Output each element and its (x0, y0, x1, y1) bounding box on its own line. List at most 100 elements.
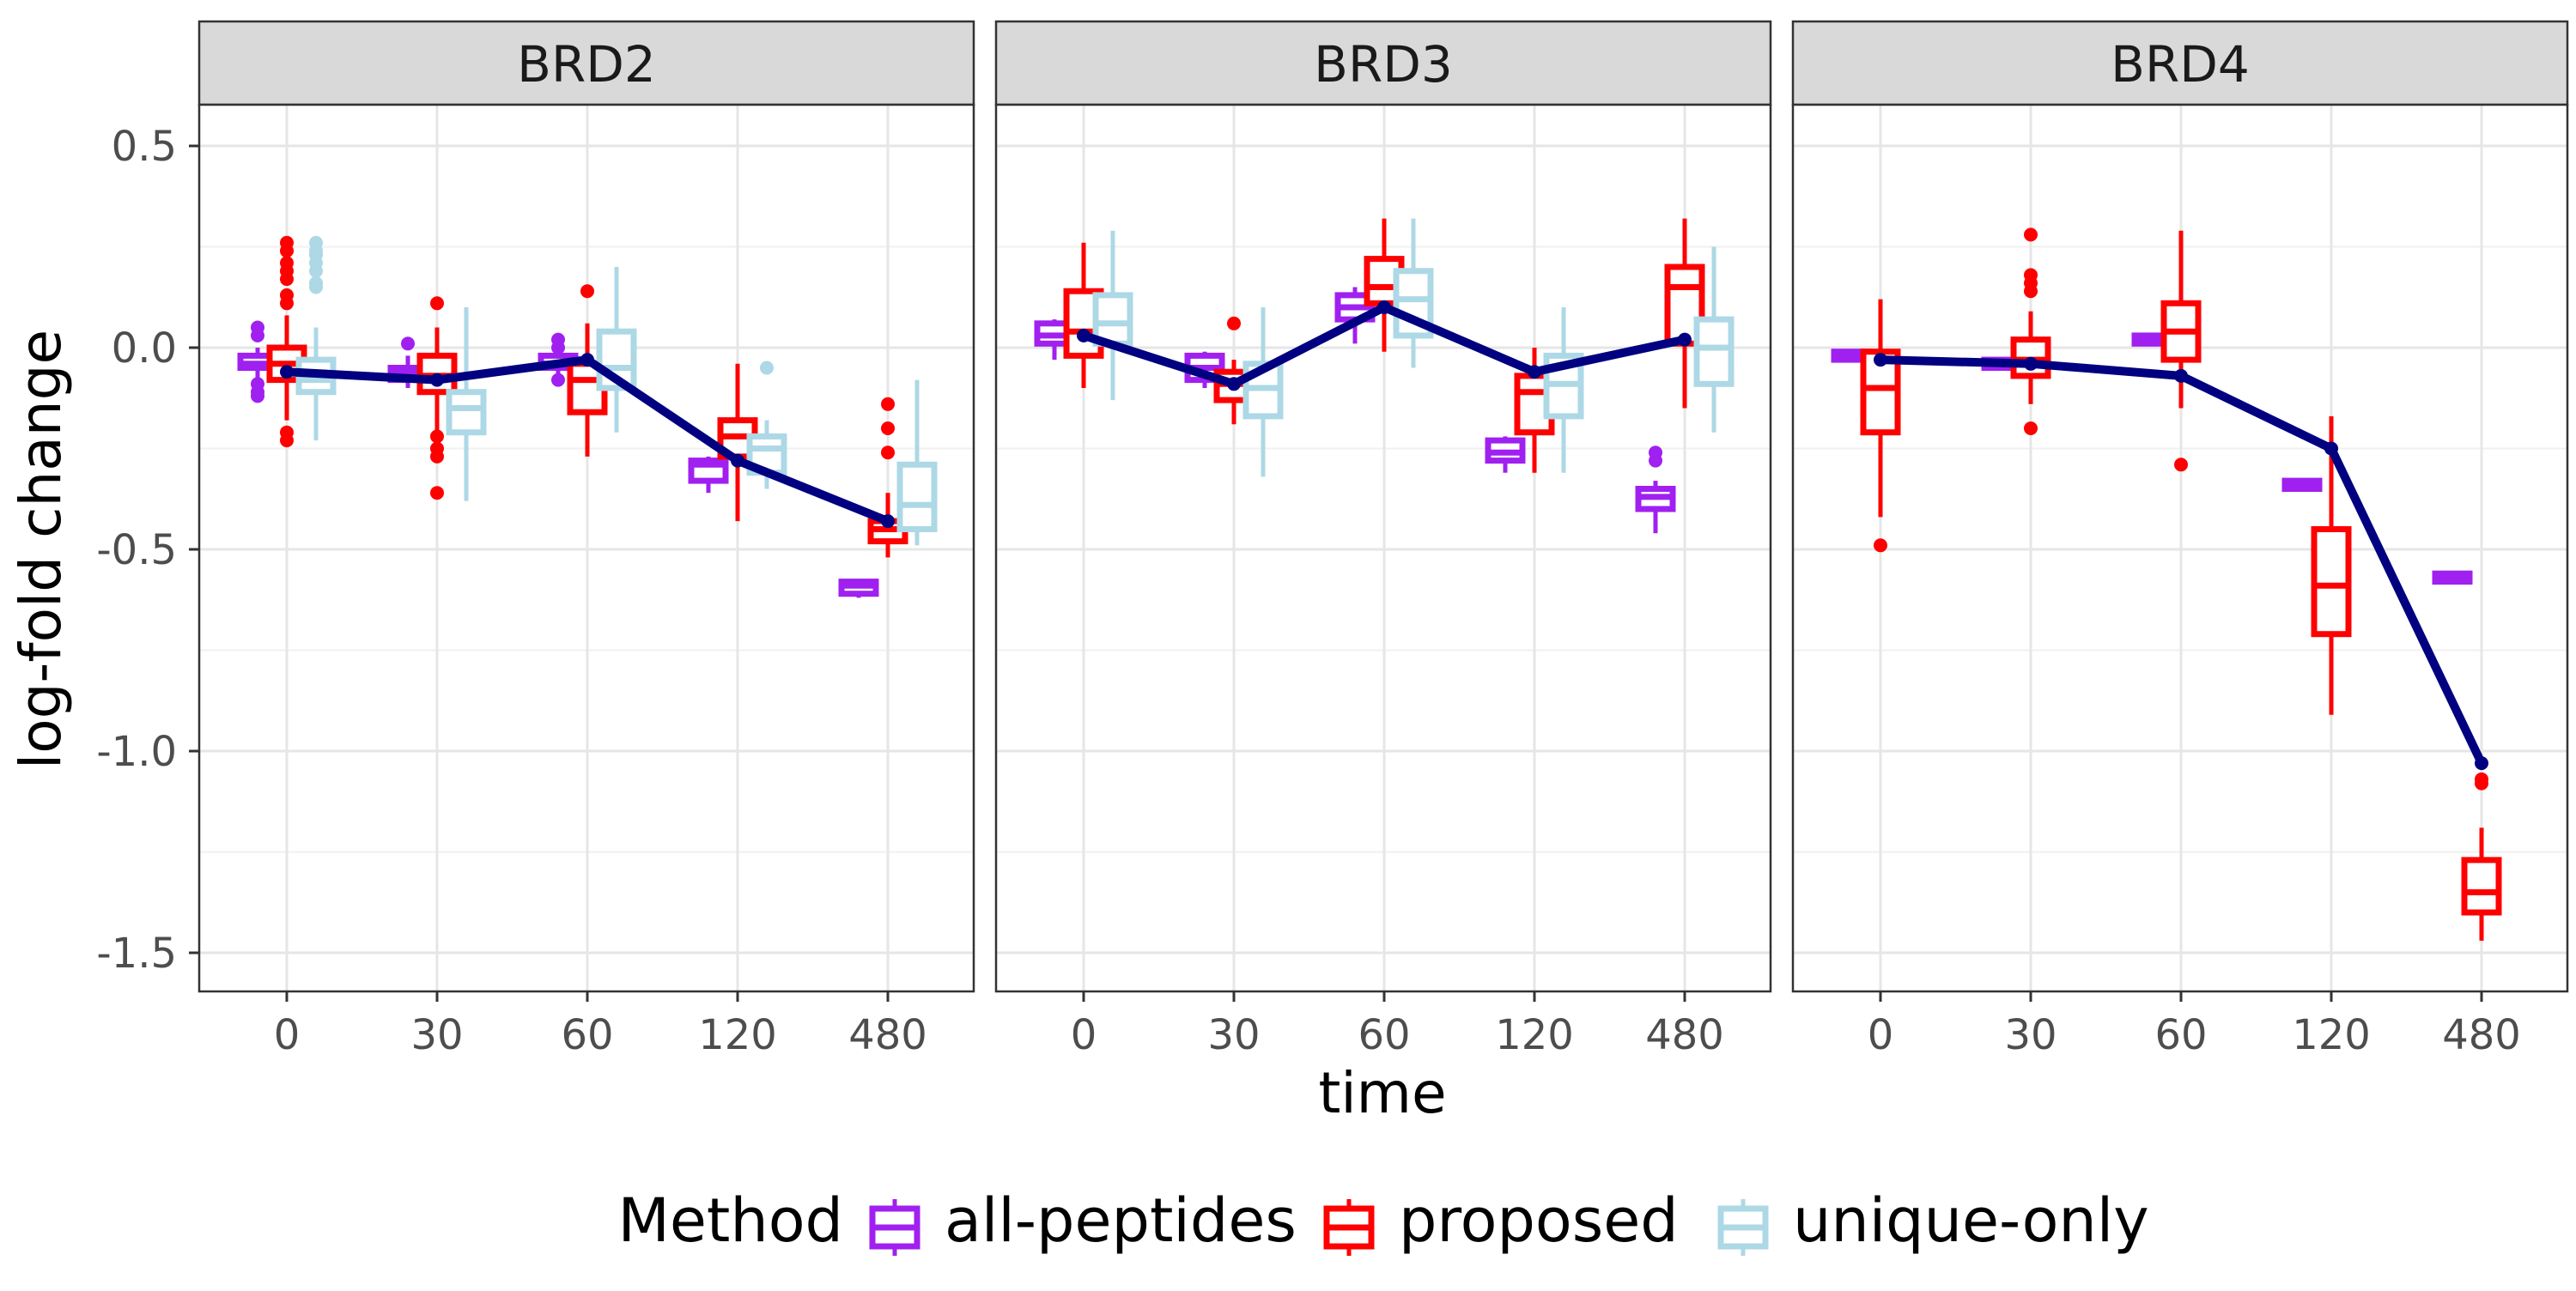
box-all-peptides-120 (688, 456, 729, 494)
outlier-point (309, 264, 323, 278)
box-iqr (446, 389, 487, 436)
outlier-point (760, 361, 774, 375)
x-tick-label: 30 (410, 1011, 463, 1059)
y-axis: 0.5 0.0 -0.5 -1.0 -1.5 (96, 123, 199, 978)
trend-point (1874, 353, 1887, 367)
outlier-point (280, 244, 294, 258)
box-proposed-60 (2160, 230, 2202, 472)
x-tick-label: 30 (1207, 1011, 1260, 1059)
facet-strip-label: BRD4 (2111, 35, 2250, 94)
facet-strip-label: BRD3 (1314, 35, 1453, 94)
y-tick-label: 0.5 (112, 123, 177, 171)
trend-point (1227, 377, 1241, 391)
outlier-point (2024, 284, 2038, 299)
outlier-point (309, 280, 323, 294)
outlier-point (551, 373, 565, 387)
x-tick-label: 0 (274, 1011, 301, 1059)
outlier-point (1874, 538, 1887, 553)
box-all-peptides-120 (2281, 477, 2323, 492)
panel-brd3: BRD3 0 30 60 120 480 (994, 20, 1772, 1059)
x-tick-label: 120 (2292, 1011, 2371, 1059)
outlier-point (280, 296, 294, 311)
box-iqr (1693, 316, 1735, 387)
trend-point (2475, 756, 2488, 771)
legend: Method all-peptides proposed unique-only (617, 1185, 2149, 1256)
outlier-point (580, 284, 594, 299)
outlier-point (881, 421, 895, 435)
outlier-point (430, 449, 444, 464)
outlier-point (280, 272, 294, 287)
outlier-point (2475, 776, 2488, 791)
box-proposed-30 (2010, 227, 2051, 435)
x-tick-label: 0 (1868, 1011, 1894, 1059)
legend-key-proposed (1323, 1199, 1375, 1256)
y-tick-label: -1.5 (96, 930, 177, 978)
y-axis-title: log-fold change (8, 330, 74, 769)
outlier-point (881, 397, 895, 411)
trend-point (2024, 356, 2038, 371)
outlier-point (2024, 227, 2038, 242)
outlier-point (251, 389, 264, 403)
x-tick-label: 0 (1071, 1011, 1097, 1059)
box-all-peptides-480 (2432, 570, 2473, 585)
x-tick-label: 120 (698, 1011, 777, 1059)
outlier-point (251, 328, 264, 342)
legend-item-label: all-peptides (945, 1185, 1297, 1256)
trend-point (430, 373, 444, 387)
outlier-point (551, 341, 565, 355)
box-unique-only-480 (1693, 246, 1735, 433)
box-unique-only-0 (295, 235, 337, 441)
trend-point (1077, 328, 1091, 342)
trend-point (580, 353, 594, 367)
facet-strip (994, 20, 1772, 106)
trend-point (731, 453, 744, 468)
outlier-point (1227, 316, 1241, 330)
x-tick-label: 480 (2442, 1011, 2521, 1059)
trend-point (1377, 300, 1391, 314)
y-tick-label: 0.0 (112, 324, 177, 373)
box-all-peptides-120 (1485, 436, 1526, 473)
outlier-point (430, 296, 444, 311)
box-iqr (896, 461, 938, 532)
trend-point (2324, 441, 2338, 456)
box-iqr (2461, 857, 2502, 916)
trend-point (1528, 365, 1541, 379)
facet-strip (197, 20, 975, 106)
y-tick-label: -0.5 (96, 526, 177, 574)
trend-point (2174, 368, 2188, 383)
legend-item-label: unique-only (1793, 1185, 2149, 1256)
x-tick-label: 480 (1645, 1011, 1724, 1059)
legend-title: Method (617, 1185, 843, 1256)
legend-key-unique-only (1717, 1199, 1769, 1256)
panel-brd2: BRD2 0 30 60 120 480 (197, 20, 975, 1059)
panels-layer: BRD2 0 30 60 120 480 BRD3 0 30 60 120 480 BRD4 0 30 60 1… (197, 20, 2569, 1059)
legend-key-all-peptides (869, 1199, 920, 1256)
outlier-point (2174, 458, 2188, 472)
y-tick-label: -1.0 (96, 728, 177, 776)
outlier-point (280, 433, 294, 448)
x-tick-label: 480 (848, 1011, 927, 1059)
facet-strip-label: BRD2 (517, 35, 656, 94)
box-all-peptides-480 (1635, 445, 1676, 534)
box-iqr (2311, 526, 2352, 638)
x-tick-label: 30 (2004, 1011, 2057, 1059)
facet-strip (1791, 20, 2569, 106)
x-tick-label: 120 (1495, 1011, 1574, 1059)
outlier-point (881, 445, 895, 460)
outlier-point (430, 486, 444, 500)
trend-point (1678, 332, 1692, 347)
x-tick-label: 60 (2154, 1011, 2207, 1059)
trend-point (280, 365, 294, 379)
box-proposed-120 (2311, 415, 2352, 715)
outlier-point (1649, 453, 1662, 468)
box-proposed-480 (2461, 772, 2502, 941)
box-all-peptides-480 (838, 579, 879, 598)
outlier-point (430, 429, 444, 444)
x-tick-label: 60 (1358, 1011, 1410, 1059)
x-axis-title: time (1318, 1060, 1446, 1126)
outlier-point (401, 336, 415, 351)
x-tick-label: 60 (561, 1011, 613, 1059)
box-unique-only-480 (896, 379, 938, 546)
